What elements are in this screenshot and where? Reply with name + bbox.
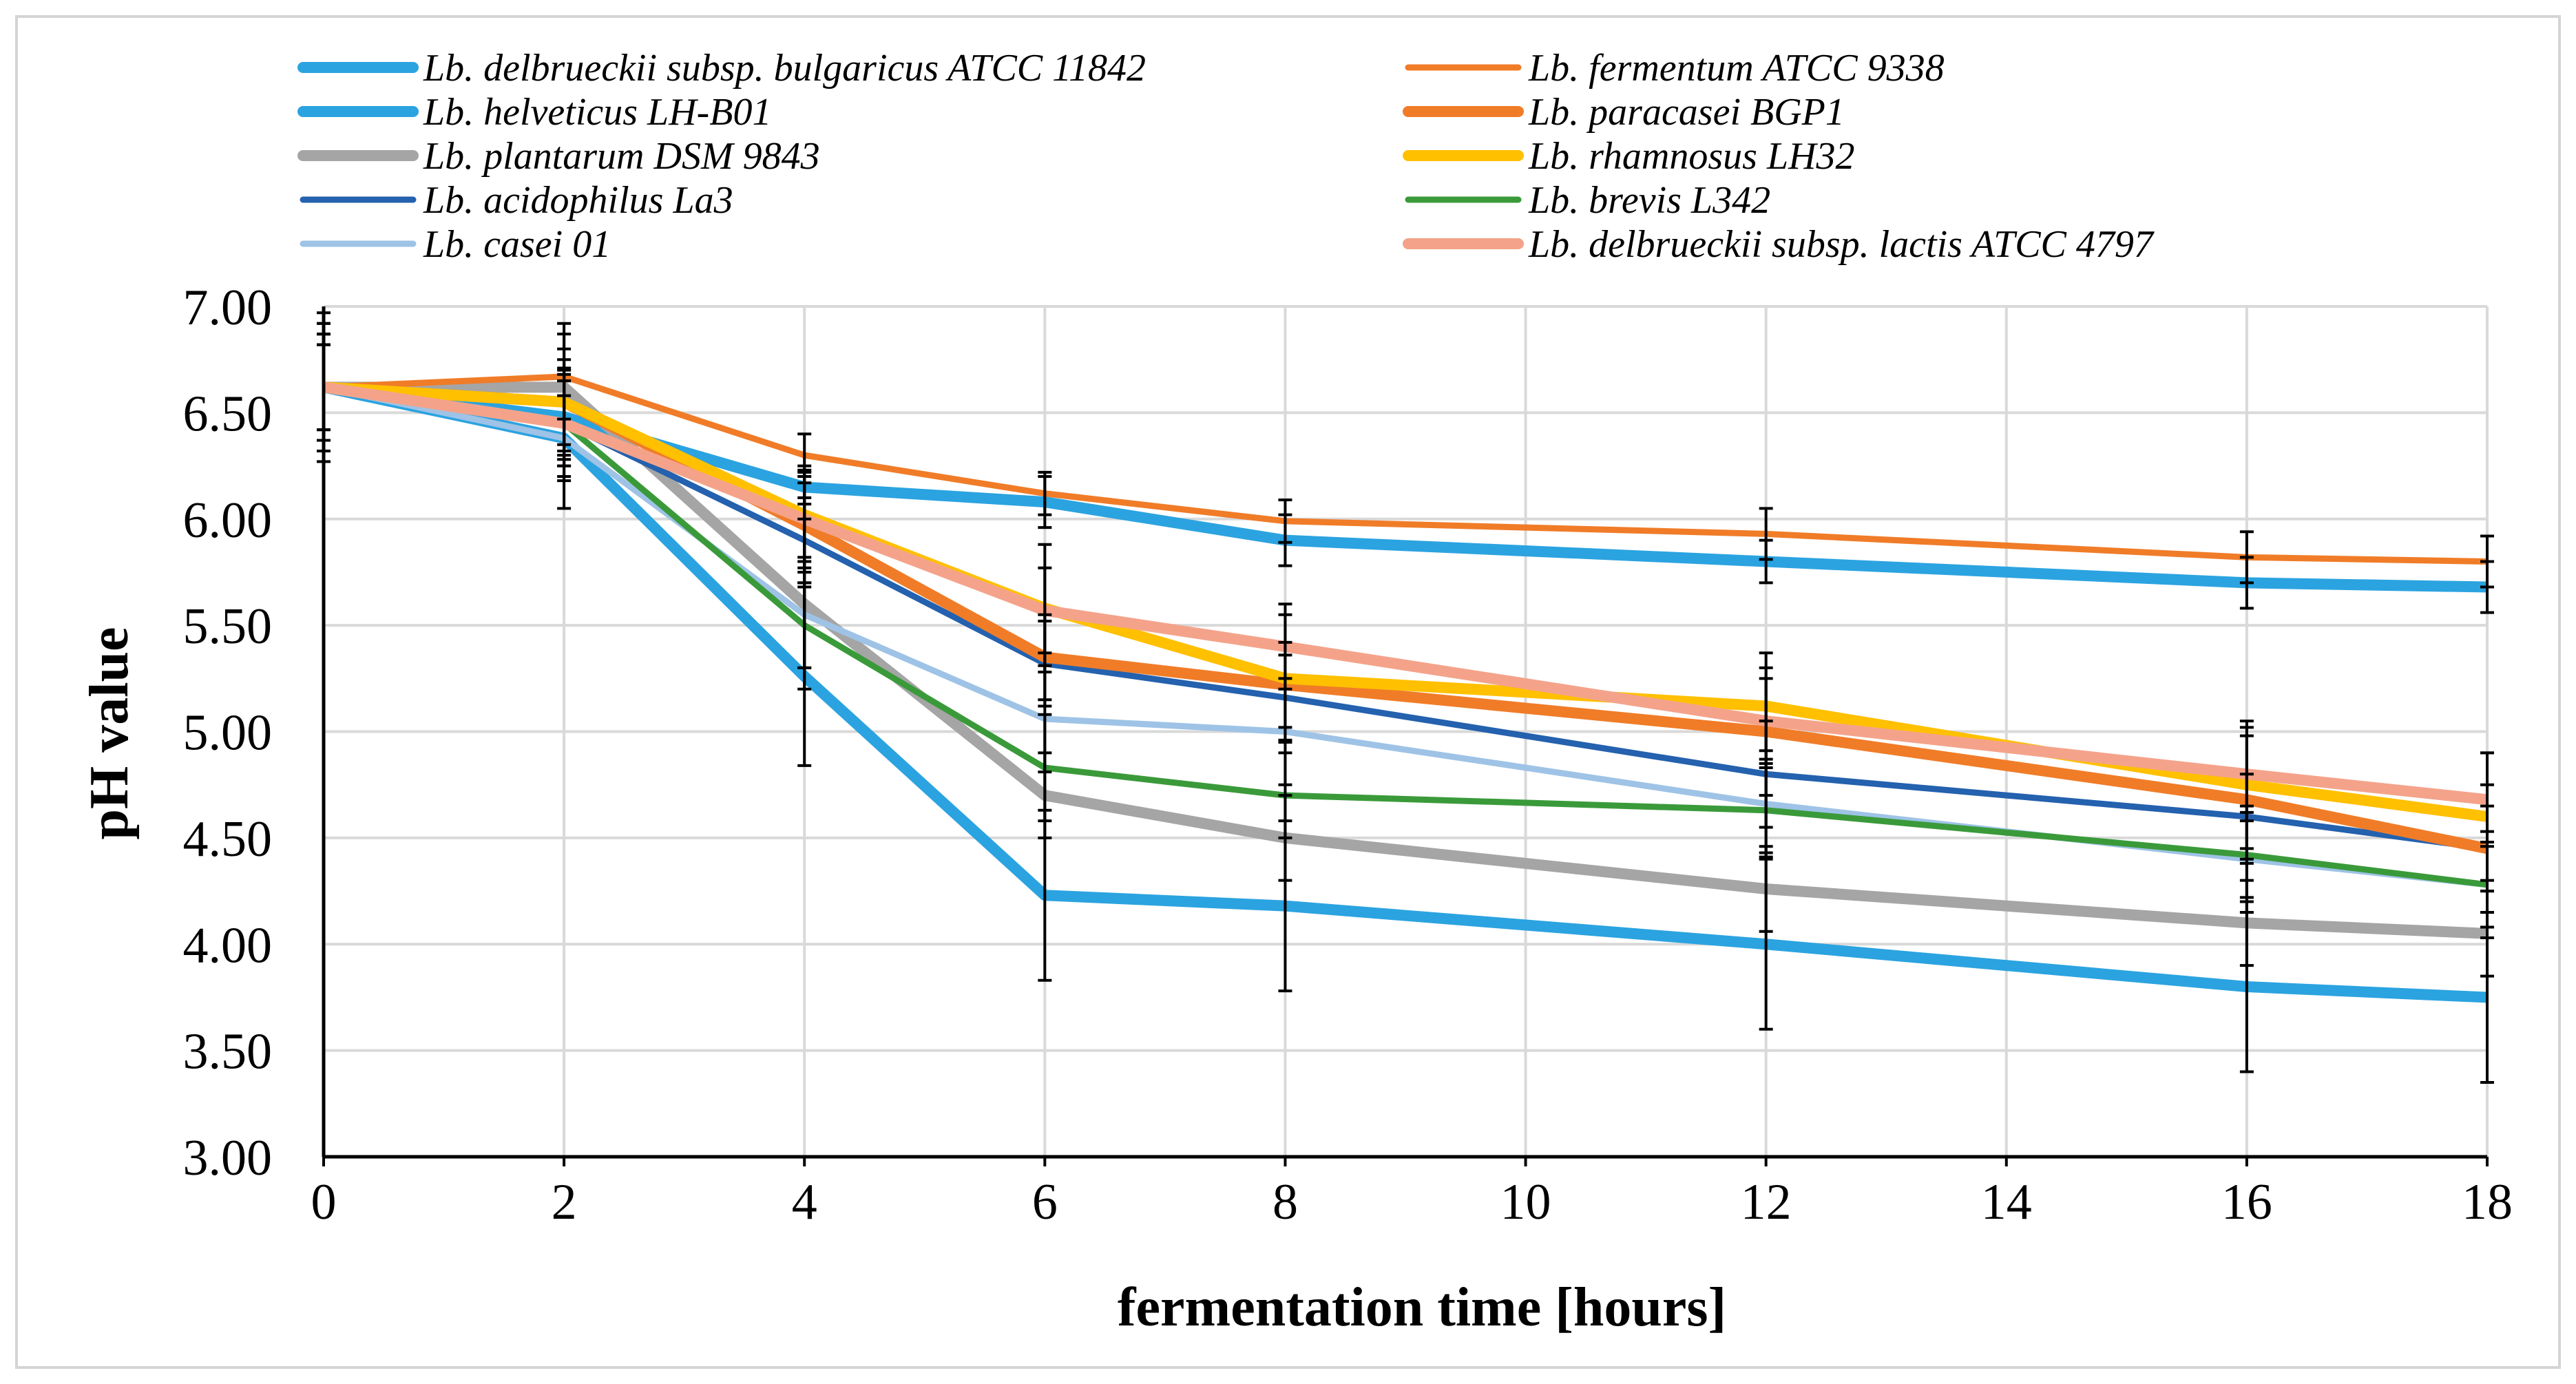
- legend-label: Lb. helveticus LH-B01: [423, 91, 771, 134]
- legend-label: Lb. fermentum ATCC 9338: [1528, 47, 1945, 90]
- series-line-lb-brevis-l342: [323, 384, 2488, 888]
- y-tick-label: 5.00: [183, 705, 273, 762]
- error-bar: [1038, 470, 1052, 516]
- error-bar: [2480, 534, 2494, 589]
- y-tick-label: 5.50: [183, 598, 273, 655]
- x-tick-label: 16: [2221, 1174, 2272, 1230]
- legend-item-lb-fermentum-atcc-9338: Lb. fermentum ATCC 9338: [1405, 47, 1945, 90]
- legend-item-lb-delbrueckii-subsp-bulgaricus-atcc-11842: Lb. delbrueckii subsp. bulgaricus ATCC 1…: [297, 47, 1146, 90]
- legend-item-lb-paracasei-bgp1: Lb. paracasei BGP1: [1403, 91, 1845, 134]
- x-tick-label: 0: [311, 1174, 337, 1230]
- series-line-lb-rhamnosus-lh32: [323, 381, 2489, 822]
- error-bar: [1759, 677, 1773, 765]
- series-line-lb-helveticus-lh-b01: [323, 381, 2488, 593]
- error-bar: [557, 379, 572, 468]
- x-tick-label: 4: [792, 1174, 817, 1230]
- error-bar: [1038, 566, 1052, 655]
- y-tick-label: 4.50: [183, 811, 273, 868]
- x-tick-label: 12: [1741, 1174, 1792, 1230]
- series-line-lb-fermentum-atcc-9338: [323, 373, 2488, 565]
- y-tick-label: 6.00: [183, 492, 273, 549]
- legend-label: Lb. delbrueckii subsp. bulgaricus ATCC 1…: [423, 47, 1146, 90]
- y-tick-label: 4.00: [183, 917, 273, 974]
- legend-item-lb-acidophilus-la3: Lb. acidophilus La3: [300, 179, 733, 222]
- error-bar: [2480, 751, 2494, 848]
- error-bar: [1038, 713, 1052, 823]
- axis-layer: 0 2 4 6 8 10 12 14 16 18 3.00 3.50 4.00 4.50 5.00 5.50 6…: [183, 280, 2513, 1230]
- legend-item-lb-rhamnosus-lh32: Lb. rhamnosus LH32: [1403, 135, 1855, 178]
- y-tick-label: 3.50: [183, 1024, 273, 1080]
- legend-item-lb-delbrueckii-subsp-lactis-atcc-4797: Lb. delbrueckii subsp. lactis ATCC 4797: [1403, 223, 2155, 266]
- error-bar: [2239, 726, 2254, 823]
- legend-item-lb-brevis-l342: Lb. brevis L342: [1405, 179, 1770, 222]
- x-tick-label: 8: [1273, 1174, 1298, 1230]
- error-bar: [1278, 751, 1292, 839]
- error-bar: [2239, 530, 2254, 585]
- error-bar: [1759, 507, 1773, 561]
- legend-item-lb-casei-01: Lb. casei 01: [300, 223, 611, 266]
- x-tick-label: 10: [1500, 1174, 1551, 1230]
- y-axis-title: pH value: [79, 627, 140, 840]
- legend-label: Lb. plantarum DSM 9843: [423, 135, 820, 178]
- chart-frame: [15, 15, 2561, 1369]
- y-tick-label: 6.50: [183, 386, 273, 442]
- legend-label: Lb. rhamnosus LH32: [1528, 135, 1855, 178]
- y-tick-label: 3.00: [183, 1130, 273, 1186]
- series-line-lb-delbrueckii-subsp-lactis-atcc-4797: [322, 381, 2488, 806]
- legend-label: Lb. acidophilus La3: [423, 179, 733, 222]
- x-tick-label: 14: [1981, 1174, 2032, 1230]
- error-bar: [1759, 766, 1773, 854]
- error-bar: [797, 581, 812, 669]
- legend: Lb. delbrueckii subsp. bulgaricus ATCC 1…: [297, 47, 2155, 266]
- series-layer: [322, 373, 2489, 1003]
- grid-layer: [324, 305, 2489, 1157]
- x-axis-title: fermentation time [hours]: [1118, 1277, 1726, 1338]
- legend-label: Lb. brevis L342: [1528, 179, 1770, 222]
- y-tick-label: 7.00: [183, 280, 273, 336]
- legend-label: Lb. paracasei BGP1: [1528, 91, 1845, 134]
- legend-item-lb-helveticus-lh-b01: Lb. helveticus LH-B01: [297, 91, 771, 134]
- x-tick-label: 2: [552, 1174, 577, 1230]
- legend-label: Lb. delbrueckii subsp. lactis ATCC 4797: [1528, 223, 2155, 266]
- error-bar: [1278, 498, 1292, 544]
- x-tick-label: 18: [2462, 1174, 2513, 1230]
- error-bar: [1278, 602, 1292, 691]
- series-line-lb-delbrueckii-subsp-bulgaricus-atcc-11842: [322, 381, 2488, 1003]
- legend-item-lb-plantarum-dsm-9843: Lb. plantarum DSM 9843: [297, 135, 820, 178]
- error-bar: [797, 464, 812, 574]
- x-tick-label: 6: [1032, 1174, 1058, 1230]
- legend-label: Lb. casei 01: [423, 223, 611, 266]
